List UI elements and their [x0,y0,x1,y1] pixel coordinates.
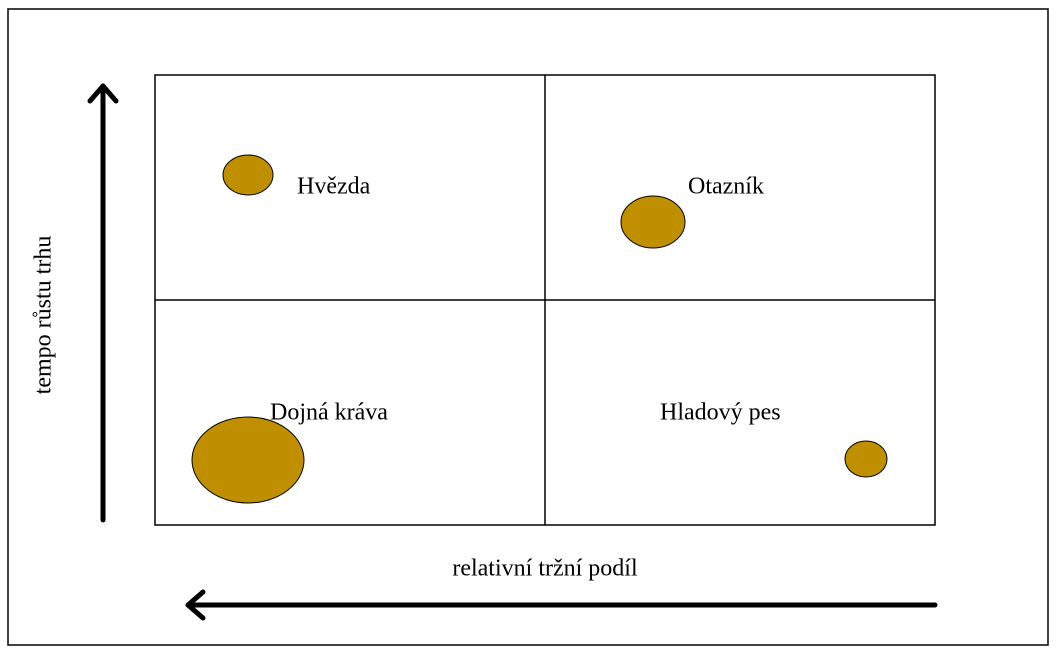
x-axis-label: relativní tržní podíl [452,556,638,582]
quadrant-label: Hladový pes [660,400,781,426]
frame [7,8,1049,646]
y-arrow [87,83,119,523]
y-axis-label: tempo růstu trhu [31,236,57,395]
x-arrow [185,589,938,621]
bubble [222,154,274,196]
bubble [620,195,686,249]
quadrant-label: Dojná kráva [270,400,388,426]
bubble [844,440,888,478]
quadrant-label: Otazník [688,174,764,200]
bubble [191,416,305,504]
quadrant-label: Hvězda [297,174,371,200]
